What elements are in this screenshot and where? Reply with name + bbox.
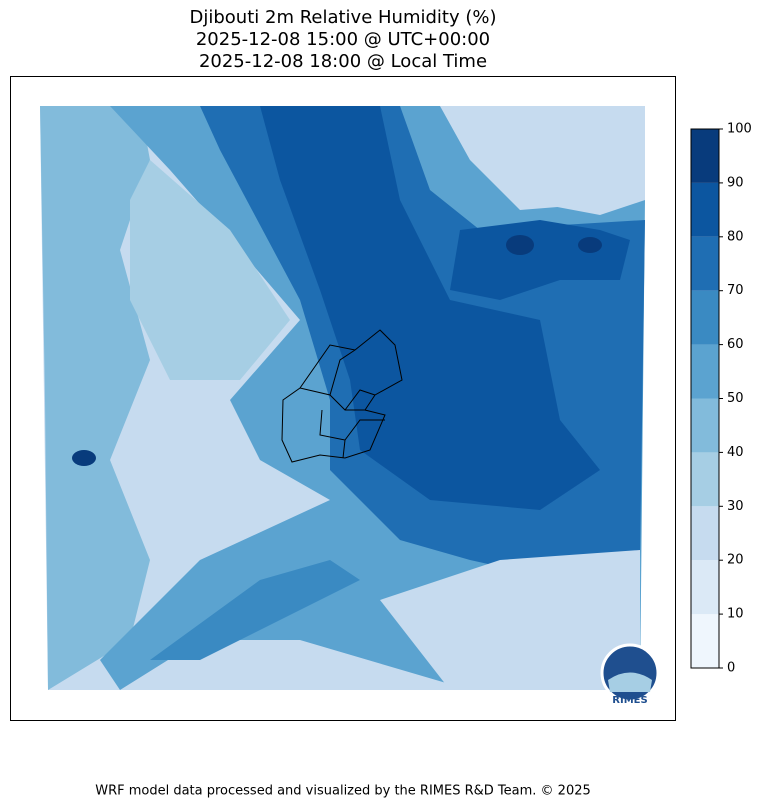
colorbar-tick-label: 10: [727, 607, 744, 622]
title-line: 2025-12-08 18:00 @ Local Time: [199, 51, 487, 72]
colorbar-tick-label: 40: [727, 445, 744, 460]
field-southeast: [380, 550, 640, 690]
colorbar-tick-label: 20: [727, 553, 744, 568]
colorbar-segment: [691, 398, 719, 453]
region-border: [299, 349, 385, 459]
field-spot: [578, 237, 602, 253]
colorbar-tick-label: 50: [727, 391, 744, 406]
colorbar-tick-label: 70: [727, 283, 744, 298]
colorbar-segment: [691, 344, 719, 399]
colorbar: 0 10 20 30 40 50 60 70 80 90 100: [690, 122, 752, 676]
country-border: [281, 329, 403, 463]
field-dry: [130, 160, 290, 380]
field-very-humid: [260, 106, 600, 510]
colorbar-segment: [691, 129, 719, 183]
field-band: [150, 560, 360, 660]
logo: RIMES: [600, 643, 660, 706]
colorbar-segment: [691, 452, 719, 507]
field-northeast: [440, 106, 645, 215]
footer: WRF model data processed and visualized …: [95, 784, 591, 799]
field-spot: [72, 450, 96, 466]
humidity-field: [40, 106, 645, 690]
colorbar-segment: [691, 506, 719, 561]
colorbar-segment: [691, 614, 719, 668]
colorbar-tick-label: 100: [727, 122, 752, 137]
colorbar-segment: [691, 560, 719, 615]
colorbar-tick-label: 80: [727, 229, 744, 244]
field-spot: [506, 235, 534, 255]
field-west: [40, 106, 150, 690]
logo-text: RIMES: [612, 695, 647, 706]
colorbar-tick-label: 0: [727, 661, 735, 676]
colorbar-tick-label: 90: [727, 175, 744, 190]
logo-wave: [608, 672, 652, 692]
colorbar-segment: [691, 290, 719, 345]
colorbar-tick-label: 30: [727, 499, 744, 514]
colorbar-segment: [691, 182, 719, 237]
title-line: Djibouti 2m Relative Humidity (%): [190, 7, 497, 28]
title-line: 2025-12-08 15:00 @ UTC+00:00: [196, 29, 490, 50]
colorbar-tick-label: 60: [727, 337, 744, 352]
borders: [281, 329, 403, 463]
colorbar-segment: [691, 236, 719, 291]
